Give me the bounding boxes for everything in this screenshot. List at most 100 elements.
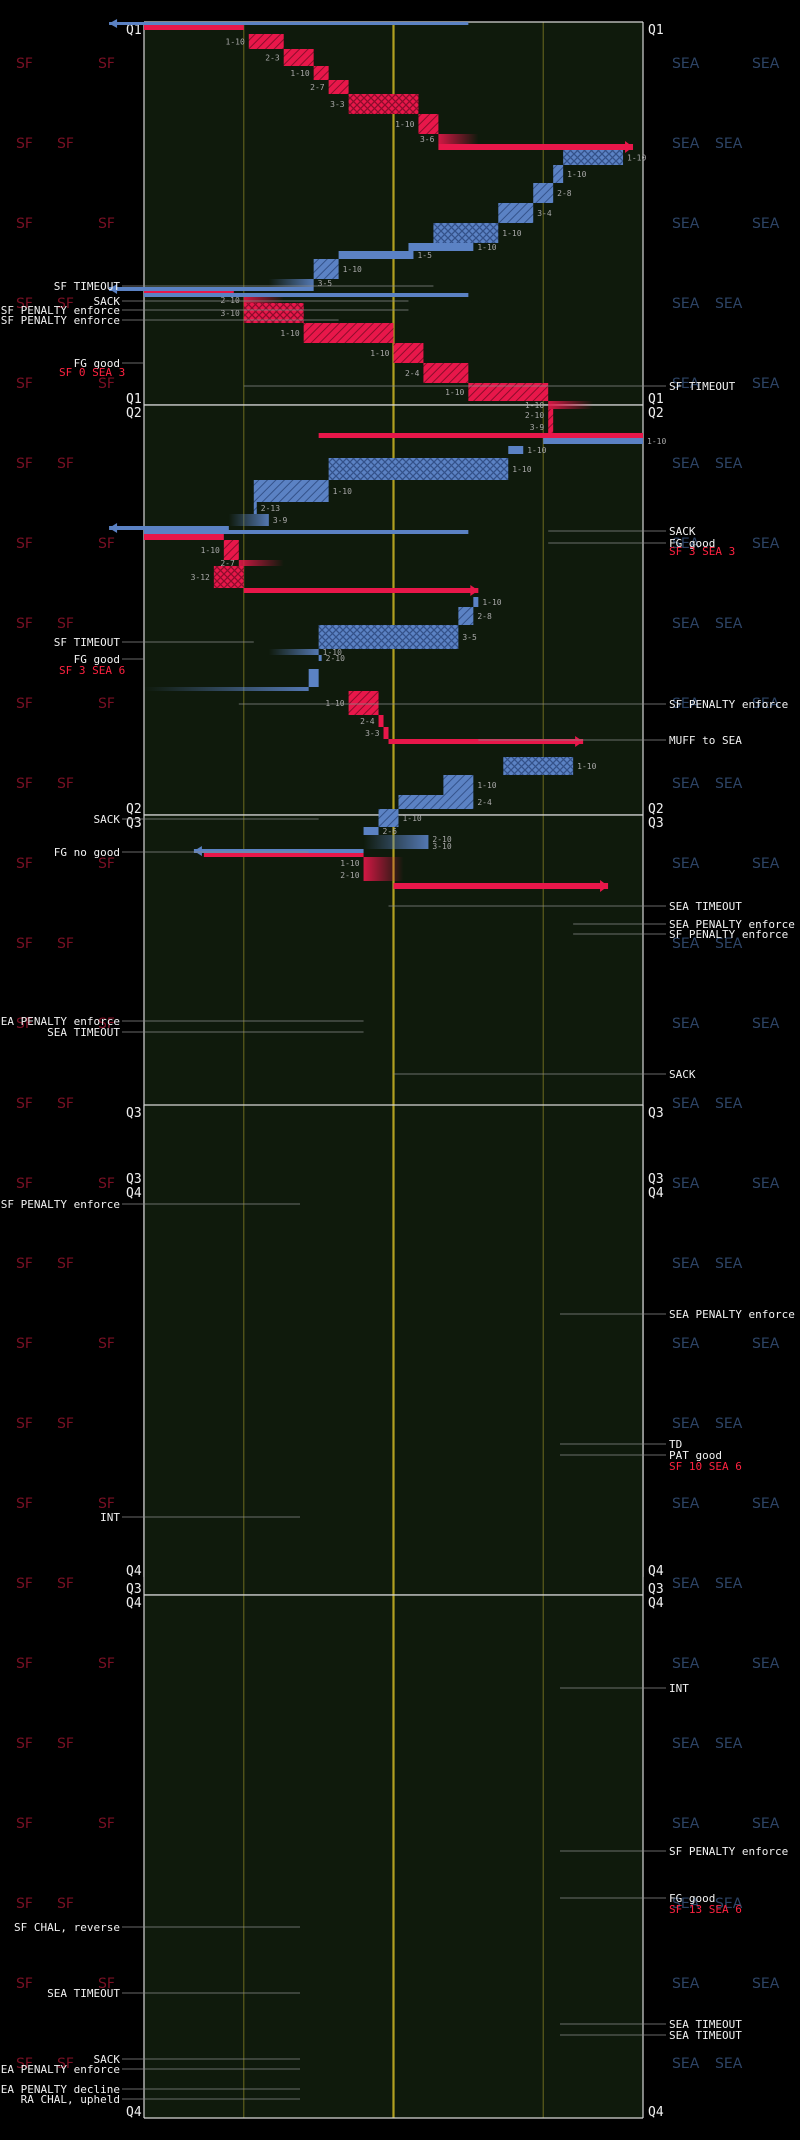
- team-watermark-left: SF: [16, 136, 33, 152]
- play-bar-5: [328, 80, 349, 94]
- play-annotation: SF PENALTY enforce: [669, 928, 788, 941]
- play-annotation: FG good: [669, 537, 715, 550]
- play-bar-8: [438, 134, 479, 144]
- down-distance-label: 2-10: [432, 835, 451, 844]
- down-distance-label: 1-10: [445, 388, 464, 397]
- team-watermark-right: SEA: [752, 696, 780, 712]
- down-distance-label: 1-10: [290, 69, 309, 78]
- team-watermark-right: SEA: [752, 56, 780, 72]
- team-watermark-right: SEA: [672, 296, 700, 312]
- play-bar-3: [283, 49, 314, 66]
- team-watermark-right: SEA: [672, 1016, 700, 1032]
- down-distance-label: 2-8: [477, 612, 492, 621]
- team-watermark-left: SF: [16, 1576, 33, 1592]
- play-annotation: SEA TIMEOUT: [47, 1987, 120, 2000]
- quarter-label-start: Q1: [126, 23, 142, 38]
- quarter-label-start: Q4: [648, 1186, 664, 1201]
- team-watermark-right: SEA: [752, 1016, 780, 1032]
- play-bar-61: [363, 835, 429, 843]
- team-watermark-left: SF: [16, 56, 33, 72]
- team-watermark-right: SEA: [715, 2056, 743, 2072]
- down-distance-label: 1-10: [323, 648, 342, 657]
- team-watermark-left: SF: [98, 1816, 115, 1832]
- play-bar-19: [109, 287, 314, 291]
- team-watermark-left: SF: [98, 856, 115, 872]
- team-watermark-left: SF: [16, 2056, 33, 2072]
- play-bar-57: [443, 775, 474, 795]
- down-distance-label: 1-10: [333, 487, 352, 496]
- down-distance-label: 2-10: [525, 411, 544, 420]
- play-bars: 1-102-31-102-73-31-103-61-101-102-83-41-…: [109, 19, 666, 892]
- play-bar-12: [533, 183, 554, 203]
- play-bar-41: [223, 540, 239, 560]
- play-bar-40: [144, 534, 224, 540]
- play-bar-45: [473, 597, 479, 607]
- down-distance-label: 3-10: [221, 309, 240, 318]
- play-annotation: SEA PENALTY enforce: [0, 2063, 120, 2076]
- down-distance-label: 1-10: [647, 437, 666, 446]
- play-annotation: SEA PENALTY enforce: [0, 1015, 120, 1028]
- team-watermark-right: SEA: [672, 136, 700, 152]
- play-bar-35: [253, 480, 329, 502]
- play-bar-52: [348, 691, 379, 715]
- team-watermark-left: SF: [16, 1896, 33, 1912]
- score-label: SF 0 SEA 3: [59, 366, 125, 379]
- play-bar-51: [144, 687, 309, 691]
- play-annotation: SACK: [669, 525, 696, 538]
- down-distance-label: 2-4: [477, 798, 492, 807]
- play-bar-15: [408, 243, 474, 251]
- play-bar-62: [363, 843, 429, 849]
- team-watermark-left: SF: [57, 776, 74, 792]
- score-label: SF 3 SEA 6: [59, 664, 125, 677]
- down-distance-label: 3-3: [330, 100, 345, 109]
- down-distance-label: 1-10: [325, 699, 344, 708]
- play-bar-11: [553, 165, 564, 183]
- team-watermark-right: SEA: [752, 1816, 780, 1832]
- quarter-label-end: Q2: [648, 802, 664, 817]
- down-distance-label: 1-10: [477, 781, 496, 790]
- down-distance-label: 3-9: [273, 516, 288, 525]
- play-bar-14: [433, 223, 499, 243]
- play-bar-47: [318, 625, 459, 649]
- team-watermark-right: SEA: [672, 616, 700, 632]
- quarter-label-start: Q2: [648, 406, 664, 421]
- quarter-label-start: Q1: [648, 23, 664, 38]
- team-watermark-right: SEA: [672, 1336, 700, 1352]
- play-arrow-1: [109, 19, 118, 28]
- team-watermark-left: SF: [98, 216, 115, 232]
- play-annotation: SEA PENALTY decline: [0, 2083, 120, 2096]
- play-annotation: RA CHAL, upheld: [21, 2093, 120, 2106]
- play-annotation: SF PENALTY enforce: [1, 1198, 120, 1211]
- down-distance-label: 1-10: [527, 446, 546, 455]
- play-annotation: SF PENALTY enforce: [669, 1845, 788, 1858]
- team-watermark-right: SEA: [752, 376, 780, 392]
- play-annotation: FG good: [74, 653, 120, 666]
- team-watermark-left: SF: [16, 1976, 33, 1992]
- team-watermark-right: SEA: [752, 1976, 780, 1992]
- down-distance-label: 2-13: [261, 504, 280, 513]
- play-bar-56: [503, 757, 574, 775]
- play-arrow-67: [600, 880, 609, 892]
- team-watermark-right: SEA: [715, 136, 743, 152]
- team-watermark-left: SF: [16, 1016, 33, 1032]
- play-bar-34: [328, 458, 509, 480]
- team-watermark-left: SF: [16, 1736, 33, 1752]
- play-bar-58: [398, 795, 474, 809]
- down-distance-label: 1-10: [512, 465, 531, 474]
- play-bar-30: [548, 421, 554, 433]
- quarter-label-end: Q4: [126, 1564, 142, 1579]
- play-annotation: TD: [669, 1438, 682, 1451]
- down-distance-label: 2-10: [221, 296, 240, 305]
- play-bar-27: [468, 383, 549, 401]
- play-bar-25: [393, 343, 424, 363]
- team-watermark-left: SF: [98, 1976, 115, 1992]
- play-annotation: SACK: [94, 295, 121, 308]
- play-bar-13: [498, 203, 534, 223]
- score-label: SF 13 SEA 6: [669, 1903, 742, 1916]
- play-bar-43: [213, 566, 244, 588]
- play-annotation: SF TIMEOUT: [54, 280, 121, 293]
- down-distance-label: 3-12: [191, 573, 210, 582]
- play-bar-10: [563, 150, 624, 165]
- team-watermark-left: SF: [98, 1176, 115, 1192]
- team-watermark-left: SF: [16, 1496, 33, 1512]
